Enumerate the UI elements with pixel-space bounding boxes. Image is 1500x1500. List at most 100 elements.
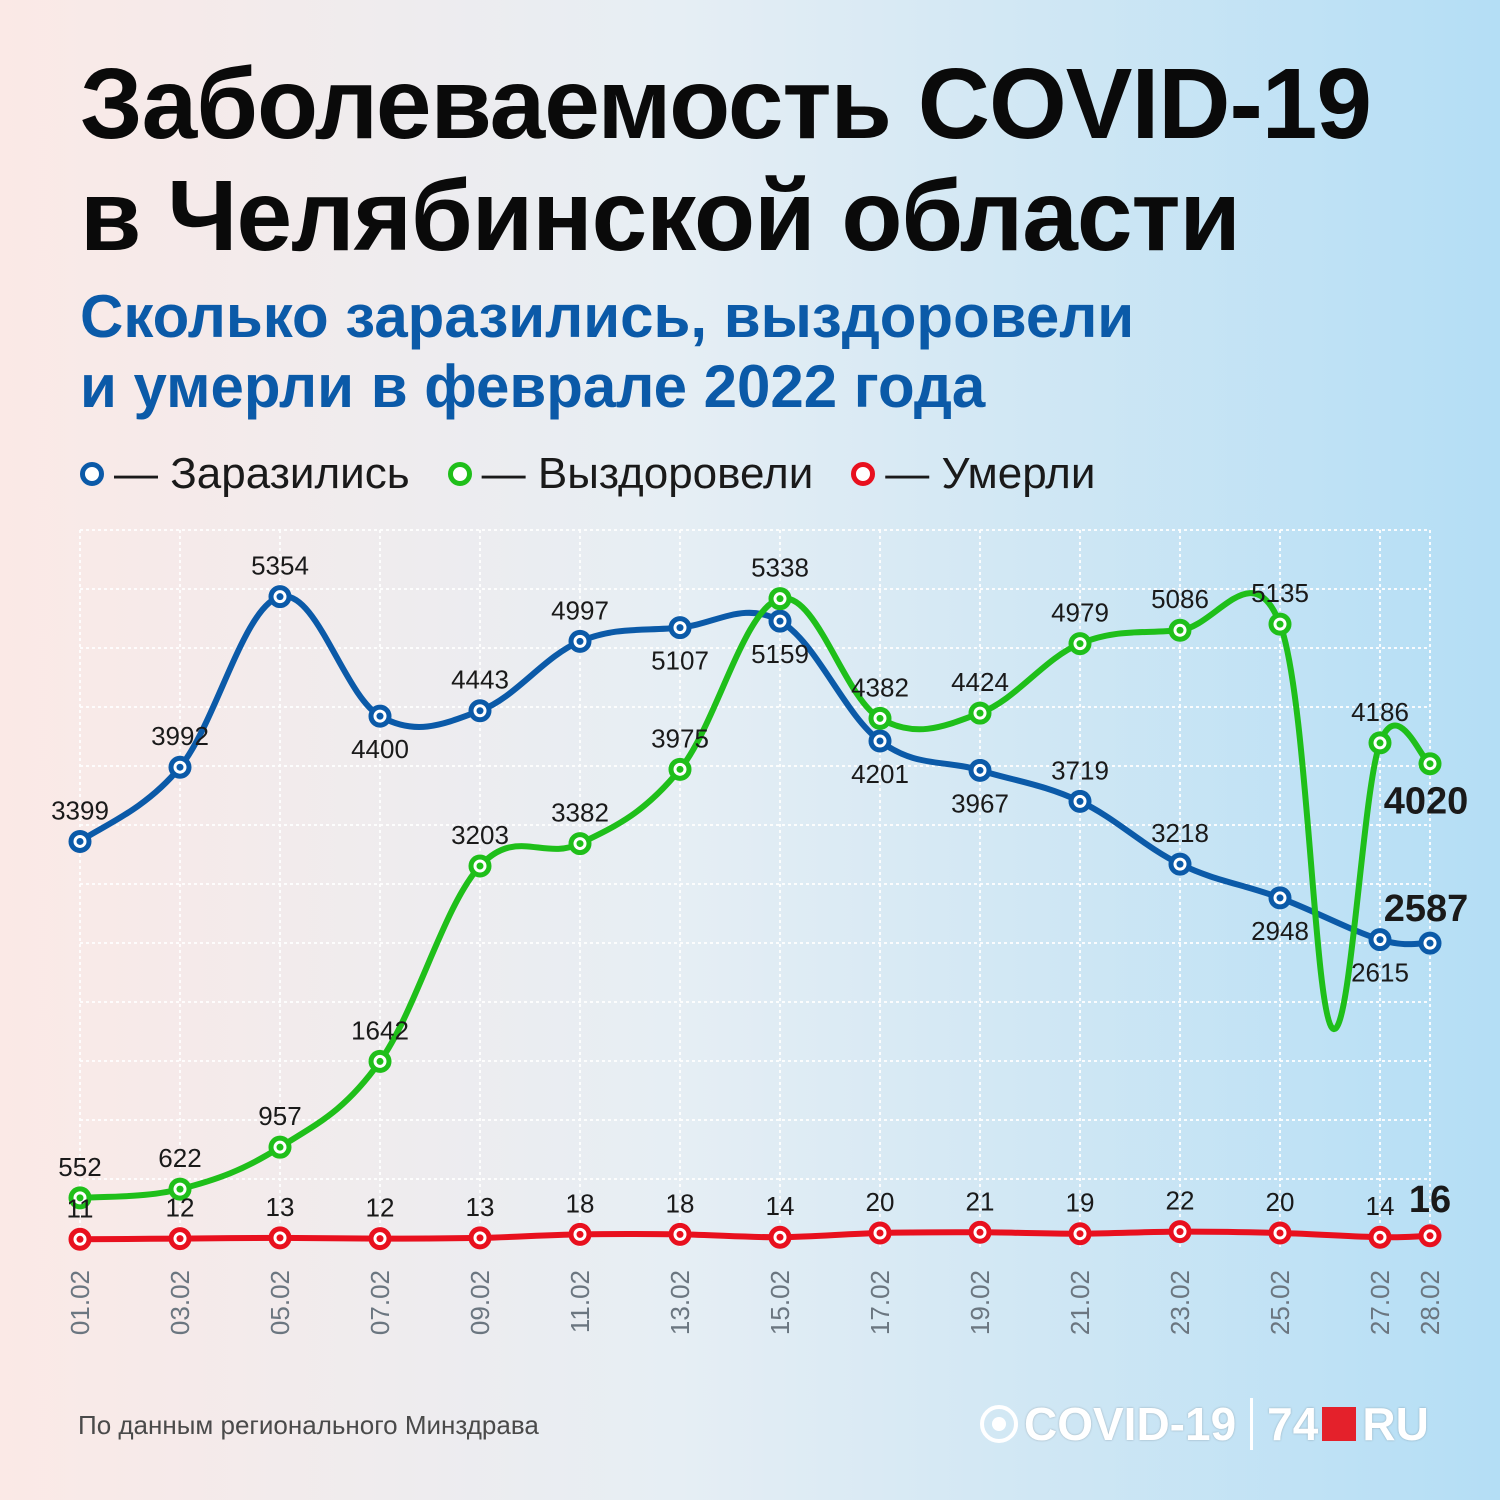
data-label-infected: 3399 — [51, 795, 109, 825]
data-label-died: 14 — [1366, 1191, 1395, 1221]
data-label-died: 13 — [466, 1192, 495, 1222]
x-tick-label: 03.02 — [165, 1270, 195, 1335]
logo-covid-text: COVID-19 — [1024, 1398, 1237, 1450]
x-tick-label: 13.02 — [665, 1270, 695, 1335]
data-label-infected: 4201 — [851, 759, 909, 789]
data-label-recovered: 5135 — [1251, 578, 1309, 608]
data-label-died: 18 — [566, 1188, 595, 1218]
logo-number: 74 — [1267, 1398, 1319, 1450]
data-label-infected: 2948 — [1251, 916, 1309, 946]
source-note: По данным регионального Минздрава — [78, 1410, 539, 1440]
chart-title: Заболеваемость COVID-19 в Челябинской об… — [80, 48, 1372, 272]
data-point-center-recovered — [676, 765, 684, 773]
data-point-center-infected — [776, 617, 784, 625]
data-point-center-died — [776, 1233, 784, 1241]
data-point-center-died — [1176, 1228, 1184, 1236]
data-point-center-infected — [476, 707, 484, 715]
data-point-center-died — [176, 1235, 184, 1243]
data-label-recovered: 5086 — [1151, 584, 1209, 614]
data-point-center-died — [276, 1234, 284, 1242]
data-point-center-died — [1376, 1233, 1384, 1241]
data-point-center-recovered — [576, 840, 584, 848]
data-point-center-recovered — [776, 595, 784, 603]
x-tick-label: 11.02 — [565, 1270, 595, 1333]
data-point-center-died — [76, 1235, 84, 1243]
data-point-center-recovered — [76, 1194, 84, 1202]
data-point-center-died — [476, 1234, 484, 1242]
data-label-recovered: 5338 — [751, 553, 809, 583]
data-point-center-died — [1276, 1229, 1284, 1237]
logo: COVID-19 74 RU — [980, 1394, 1429, 1454]
data-label-recovered: 3975 — [651, 723, 709, 753]
data-point-center-died — [976, 1228, 984, 1236]
data-label-died: 12 — [366, 1193, 395, 1223]
legend-label-died: — Умерли — [885, 449, 1096, 498]
data-label-recovered: 4186 — [1351, 697, 1409, 727]
x-tick-label: 25.02 — [1265, 1270, 1295, 1335]
chart-subtitle-line2: и умерли в феврале 2022 года — [80, 353, 986, 420]
data-label-infected: 4400 — [351, 734, 409, 764]
data-label-recovered: 957 — [258, 1101, 301, 1131]
data-label-died: 11 — [67, 1193, 94, 1223]
data-point-center-infected — [576, 637, 584, 645]
data-point-center-recovered — [176, 1185, 184, 1193]
data-point-center-infected — [876, 737, 884, 745]
x-tick-label: 27.02 — [1365, 1270, 1395, 1335]
legend-item-infected: — Заразились — [80, 449, 410, 499]
legend-marker-died — [851, 462, 876, 486]
data-point-center-died — [876, 1229, 884, 1237]
data-point-center-recovered — [1426, 760, 1434, 768]
data-label-died: 13 — [266, 1192, 295, 1222]
data-label-infected: 3967 — [951, 788, 1009, 818]
data-point-center-infected — [1076, 797, 1084, 805]
data-point-center-died — [1426, 1232, 1434, 1240]
data-point-center-recovered — [1076, 640, 1084, 648]
x-tick-label: 19.02 — [965, 1270, 995, 1335]
data-point-center-infected — [976, 766, 984, 774]
data-label-infected: 2587 — [1384, 888, 1469, 930]
data-point-center-infected — [276, 593, 284, 601]
legend-marker-infected — [80, 462, 104, 486]
data-point-center-recovered — [276, 1143, 284, 1151]
data-label-recovered: 4424 — [951, 667, 1009, 697]
data-label-infected: 2615 — [1351, 958, 1409, 988]
legend-label-infected: — Заразились — [114, 449, 410, 498]
x-tick-label: 23.02 — [1165, 1270, 1195, 1335]
x-tick-label: 07.02 — [365, 1270, 395, 1335]
data-label-infected: 3719 — [1051, 755, 1109, 785]
data-label-infected: 4443 — [451, 665, 509, 695]
data-label-recovered: 4382 — [851, 672, 909, 702]
gridlines — [79, 529, 1431, 1250]
data-label-infected: 5159 — [751, 639, 809, 669]
virus-icon — [980, 1405, 1018, 1443]
legend: — Заразились — Выздоровели — Умерли — [80, 448, 1133, 500]
data-point-center-infected — [1426, 939, 1434, 947]
data-label-died: 18 — [666, 1188, 695, 1218]
data-point-center-infected — [1276, 894, 1284, 902]
legend-item-died: — Умерли — [851, 449, 1095, 499]
data-label-recovered: 4979 — [1051, 598, 1109, 628]
x-tick-label: 09.02 — [465, 1270, 495, 1335]
logo-suffix: RU — [1362, 1398, 1429, 1450]
logo-square-icon — [1322, 1407, 1357, 1441]
data-label-died: 19 — [1066, 1188, 1095, 1218]
data-point-center-recovered — [376, 1057, 384, 1065]
data-label-died: 16 — [1409, 1179, 1451, 1221]
legend-item-recovered: — Выздоровели — [447, 449, 814, 499]
legend-label-recovered: — Выздоровели — [481, 449, 814, 498]
legend-marker-recovered — [447, 462, 472, 486]
data-point-center-died — [1076, 1230, 1084, 1238]
chart-title-line1: Заболеваемость COVID-19 — [80, 48, 1372, 160]
data-point-center-infected — [176, 763, 184, 771]
chart-title-line2: в Челябинской области — [80, 160, 1241, 272]
data-point-center-died — [376, 1235, 384, 1243]
data-label-recovered: 1642 — [351, 1015, 409, 1045]
data-label-recovered: 3203 — [451, 820, 509, 850]
data-point-center-recovered — [476, 862, 484, 870]
data-label-died: 21 — [966, 1186, 995, 1216]
x-tick-label: 17.02 — [865, 1270, 895, 1335]
x-tick-label: 28.02 — [1415, 1270, 1445, 1335]
data-label-died: 20 — [1266, 1187, 1295, 1217]
data-label-recovered: 622 — [158, 1143, 201, 1173]
